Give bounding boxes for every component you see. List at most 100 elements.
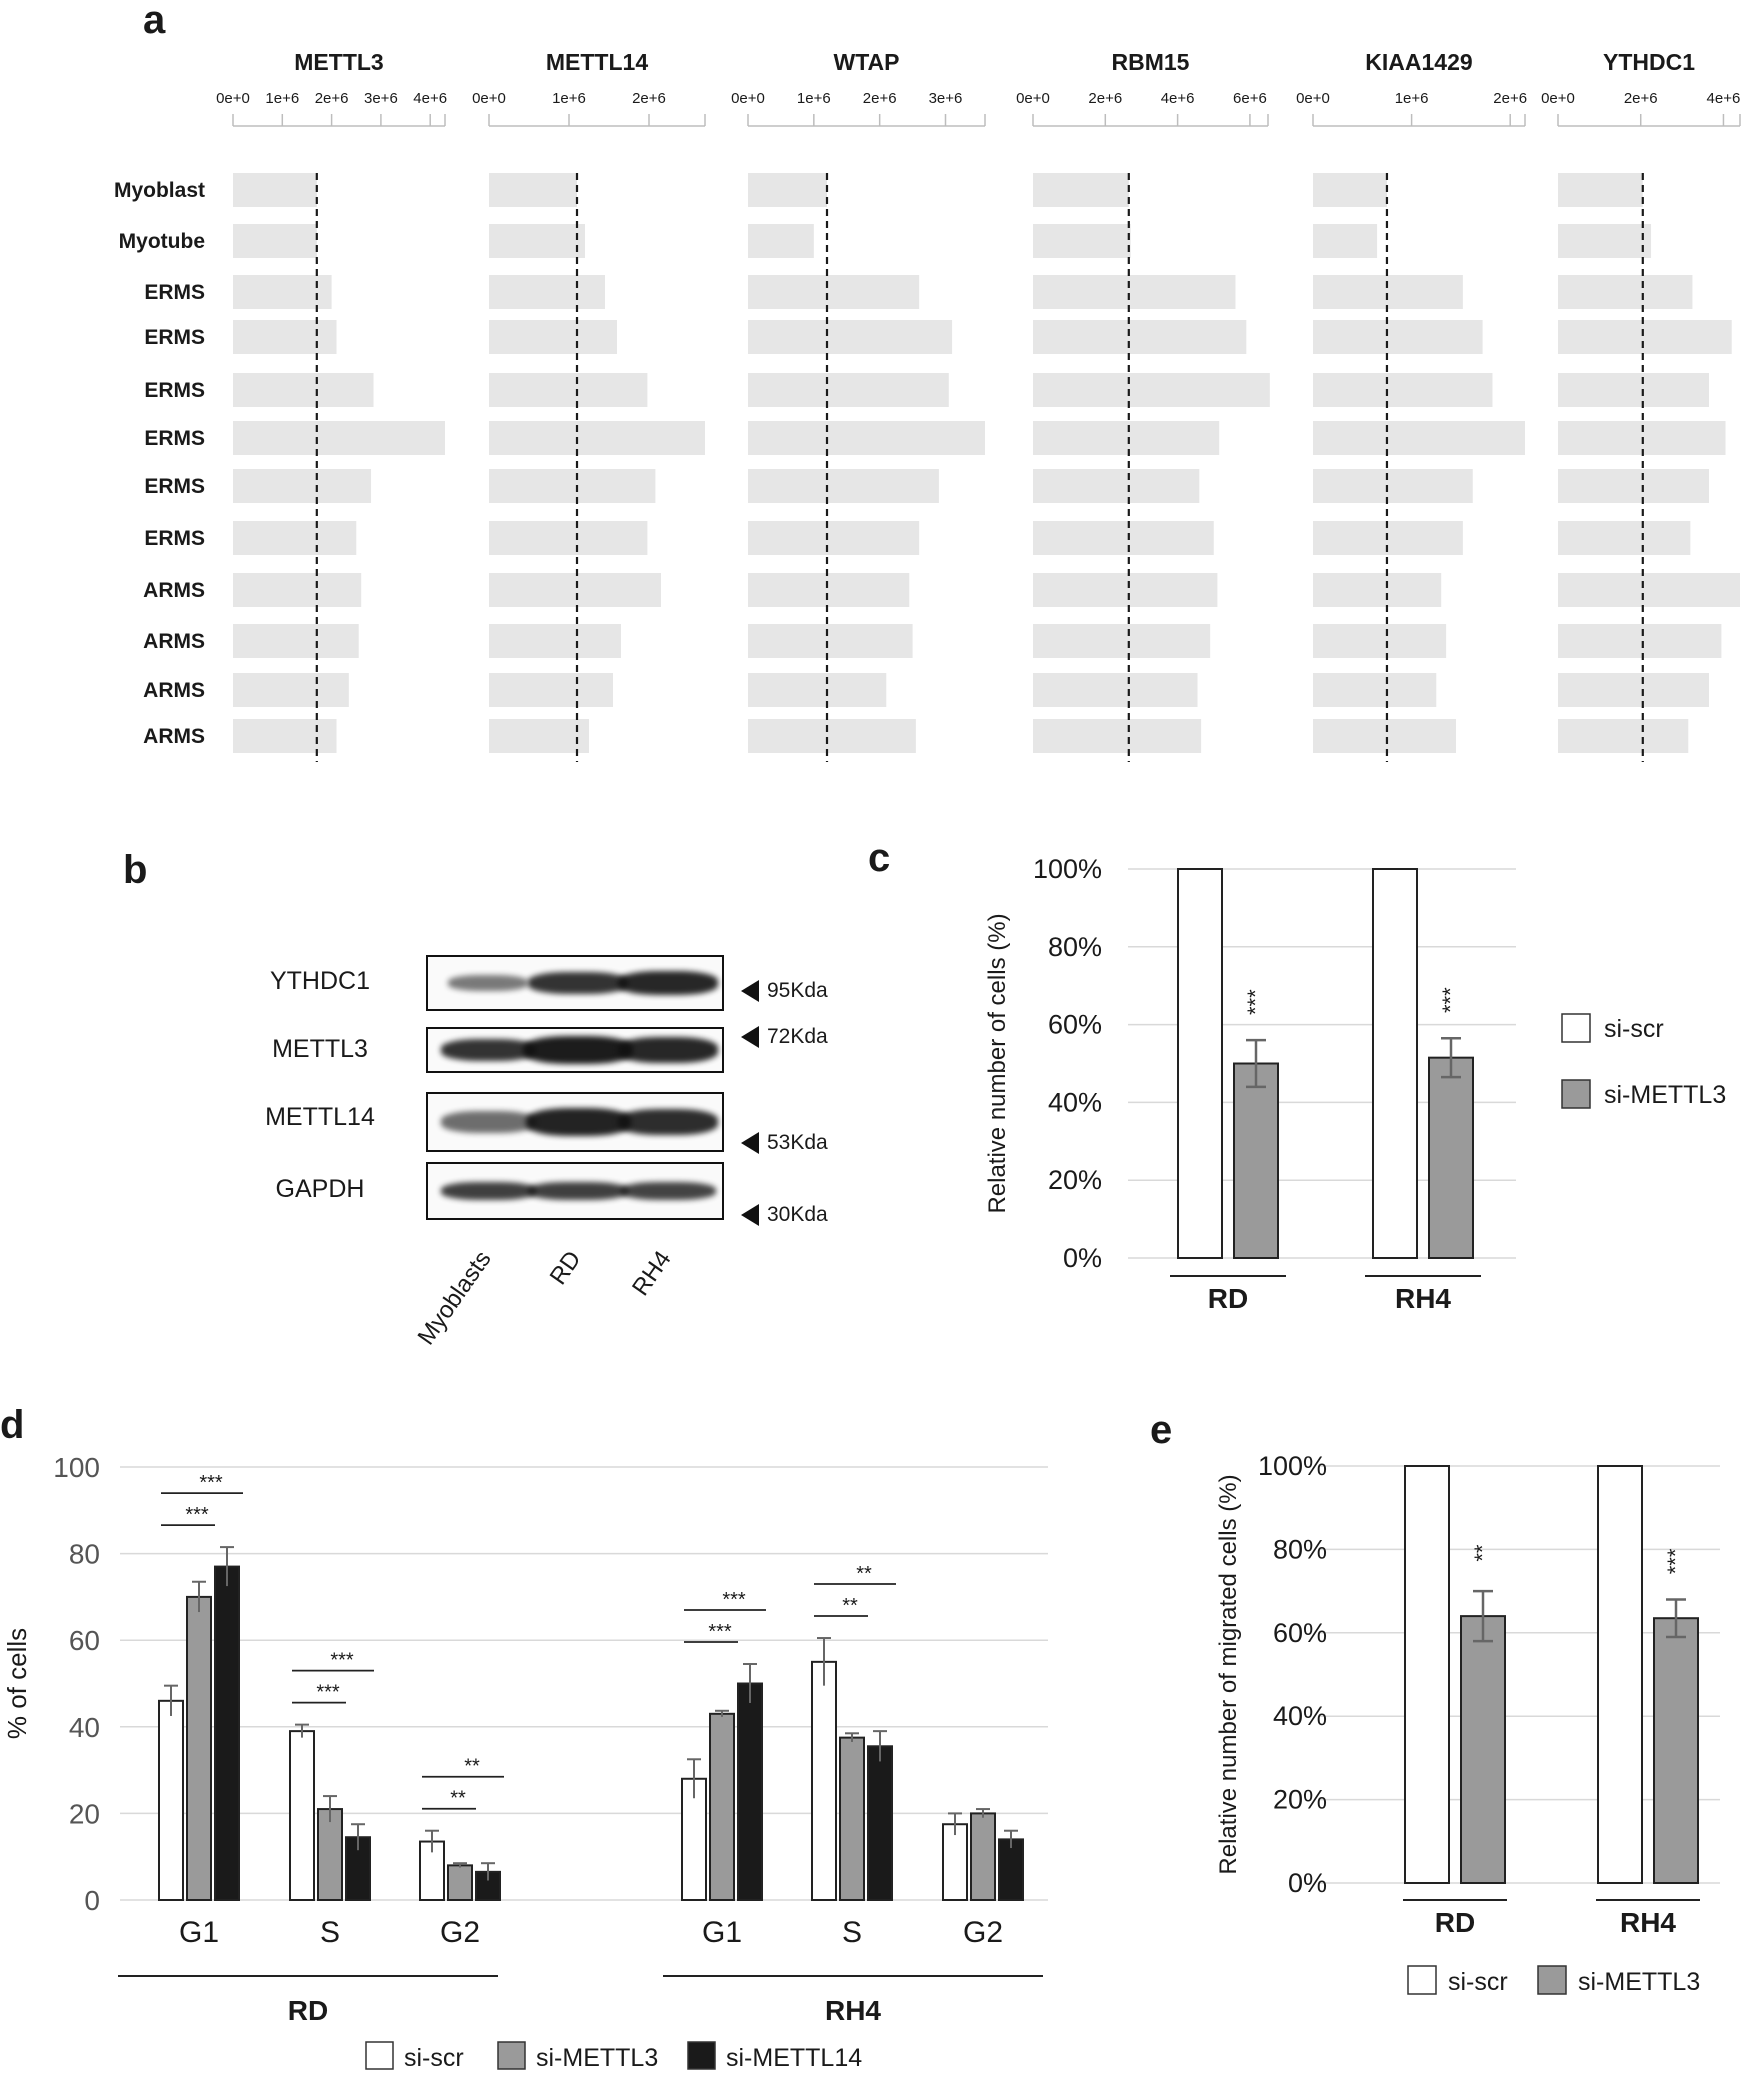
bar-mettl14-0: [489, 173, 577, 207]
significance-label-5: **: [464, 1756, 480, 1778]
bar-mettl14-2: [489, 275, 605, 309]
blot-band-2-2: [618, 1109, 718, 1135]
significance-rd: **: [1470, 1544, 1495, 1562]
bar-ythdc1-1: [1558, 224, 1652, 258]
group-label-rh4: RH4: [825, 1995, 881, 2026]
category-label-rh4-s: S: [842, 1916, 862, 1949]
bar-mettl14-6: [489, 469, 656, 503]
bar-mettl3-3: [233, 320, 337, 354]
significance-label-8: **: [842, 1595, 858, 1617]
legend-swatch-1: [497, 2041, 526, 2070]
chart-c-cell-number: 0% 20% 40% 60% 80% 100% Relative number of cel…: [984, 854, 1726, 1314]
bar-mettl14-11: [489, 719, 589, 753]
category-label-rd-s: S: [320, 1916, 340, 1949]
gene-title-wtap: WTAP: [833, 49, 899, 75]
bar-rd-g1-0: [158, 1699, 184, 1901]
bar-rd-si-scr: [1404, 1465, 1450, 1884]
category-label-rd-g2: G2: [440, 1916, 480, 1949]
bar-rh4-si-mettl3: [1653, 1617, 1699, 1885]
bar-mettl14-7: [489, 521, 648, 555]
gene-title-ythdc1: YTHDC1: [1603, 49, 1695, 75]
row-label-1: Myotube: [119, 230, 205, 253]
row-label-0: Myoblast: [114, 179, 205, 202]
blot-arrow-1: [741, 1026, 759, 1048]
bar-kiaa1429-10: [1313, 673, 1437, 707]
significance-label-9: **: [856, 1563, 872, 1585]
blot-box-2: [426, 1092, 724, 1152]
panel-label-e: e: [1150, 1408, 1173, 1452]
bar-mettl3-10: [233, 673, 349, 707]
bar-rbm15-6: [1033, 469, 1200, 503]
bar-rh4-g2-2: [998, 1838, 1024, 1902]
blot-band-3-0: [440, 1182, 536, 1200]
bar-mettl14-4: [489, 373, 648, 407]
bar-ythdc1-2: [1558, 275, 1693, 309]
panel-label-c: c: [868, 836, 891, 880]
bar-kiaa1429-5: [1313, 421, 1525, 455]
bar-mettl3-5: [233, 421, 445, 455]
y-tick-1: 20: [69, 1798, 100, 1829]
y-axis-label: % of cells: [2, 1628, 32, 1739]
gene-title-mettl3: METTL3: [294, 49, 383, 75]
bar-rd-s-1: [317, 1808, 343, 1902]
category-label-rh4: RH4: [1620, 1907, 1676, 1938]
bar-wtap-8: [748, 573, 910, 607]
legend-label-1: si-METTL3: [536, 2044, 658, 2072]
legend-label-0: si-scr: [404, 2044, 464, 2072]
significance-rh4: ***: [1438, 987, 1463, 1013]
row-label-4: ERMS: [144, 379, 205, 402]
row-label-6: ERMS: [144, 475, 205, 498]
bar-rh4-g2-1: [970, 1812, 996, 1901]
y-tick-2: 40%: [1273, 1701, 1327, 1731]
y-tick-0: 0%: [1288, 1868, 1327, 1898]
blot-box-1: [426, 1027, 724, 1073]
bar-rd-si-scr: [1177, 868, 1223, 1259]
blot-kda-0: 95Kda: [767, 979, 828, 1002]
tick-label-0-1: 1e+6: [265, 90, 299, 107]
blot-box-3: [426, 1162, 724, 1220]
blot-box-0: [426, 955, 724, 1011]
bar-wtap-7: [748, 521, 920, 555]
row-label-10: ARMS: [143, 679, 205, 702]
category-label-rh4: RH4: [1395, 1283, 1451, 1314]
bar-rbm15-8: [1033, 573, 1218, 607]
category-label-rh4-g1: G1: [702, 1916, 742, 1949]
tick-label-4-2: 2e+6: [1493, 90, 1527, 107]
y-tick-2: 40%: [1048, 1087, 1102, 1117]
legend-swatch-si-scr: [1561, 1013, 1591, 1043]
bar-kiaa1429-4: [1313, 373, 1493, 407]
bar-ythdc1-7: [1558, 521, 1691, 555]
significance-label-1: ***: [199, 1472, 223, 1494]
bar-ythdc1-10: [1558, 673, 1709, 707]
bar-rh4-si-mettl3: [1428, 1056, 1474, 1259]
bar-rh4-s-1: [839, 1736, 865, 1901]
blot-row-label-2: METTL14: [265, 1103, 375, 1131]
bar-rbm15-11: [1033, 719, 1202, 753]
significance-rh4: ***: [1663, 1548, 1688, 1574]
blot-kda-2: 53Kda: [767, 1131, 828, 1154]
legend-label-si-mettl3: si-METTL3: [1604, 1081, 1726, 1109]
panel-label-d: d: [0, 1403, 25, 1447]
category-label-rh4-g2: G2: [963, 1916, 1003, 1949]
y-tick-2: 40: [69, 1712, 100, 1743]
panel-label-a: a: [143, 0, 166, 42]
bar-rd-g1-2: [214, 1565, 240, 1901]
y-tick-3: 60%: [1273, 1618, 1327, 1648]
bar-rd-si-mettl3: [1460, 1615, 1506, 1884]
significance-label-3: ***: [330, 1650, 354, 1672]
bar-rbm15-5: [1033, 421, 1220, 455]
bar-rh4-g1-0: [681, 1777, 707, 1902]
tick-label-0-2: 2e+6: [315, 90, 349, 107]
bar-rbm15-7: [1033, 521, 1214, 555]
gene-title-kiaa1429: KIAA1429: [1365, 49, 1472, 75]
bar-ythdc1-4: [1558, 373, 1709, 407]
y-tick-4: 80%: [1273, 1534, 1327, 1564]
bar-wtap-5: [748, 421, 985, 455]
blot-band-0-1: [528, 972, 628, 994]
tick-label-4-0: 0e+0: [1296, 90, 1330, 107]
tick-label-3-1: 2e+6: [1088, 90, 1122, 107]
bar-ythdc1-8: [1558, 573, 1740, 607]
bar-mettl14-1: [489, 224, 585, 258]
bar-rh4-si-scr: [1372, 868, 1418, 1259]
blot-lane-label-0: Myoblasts: [412, 1245, 497, 1350]
